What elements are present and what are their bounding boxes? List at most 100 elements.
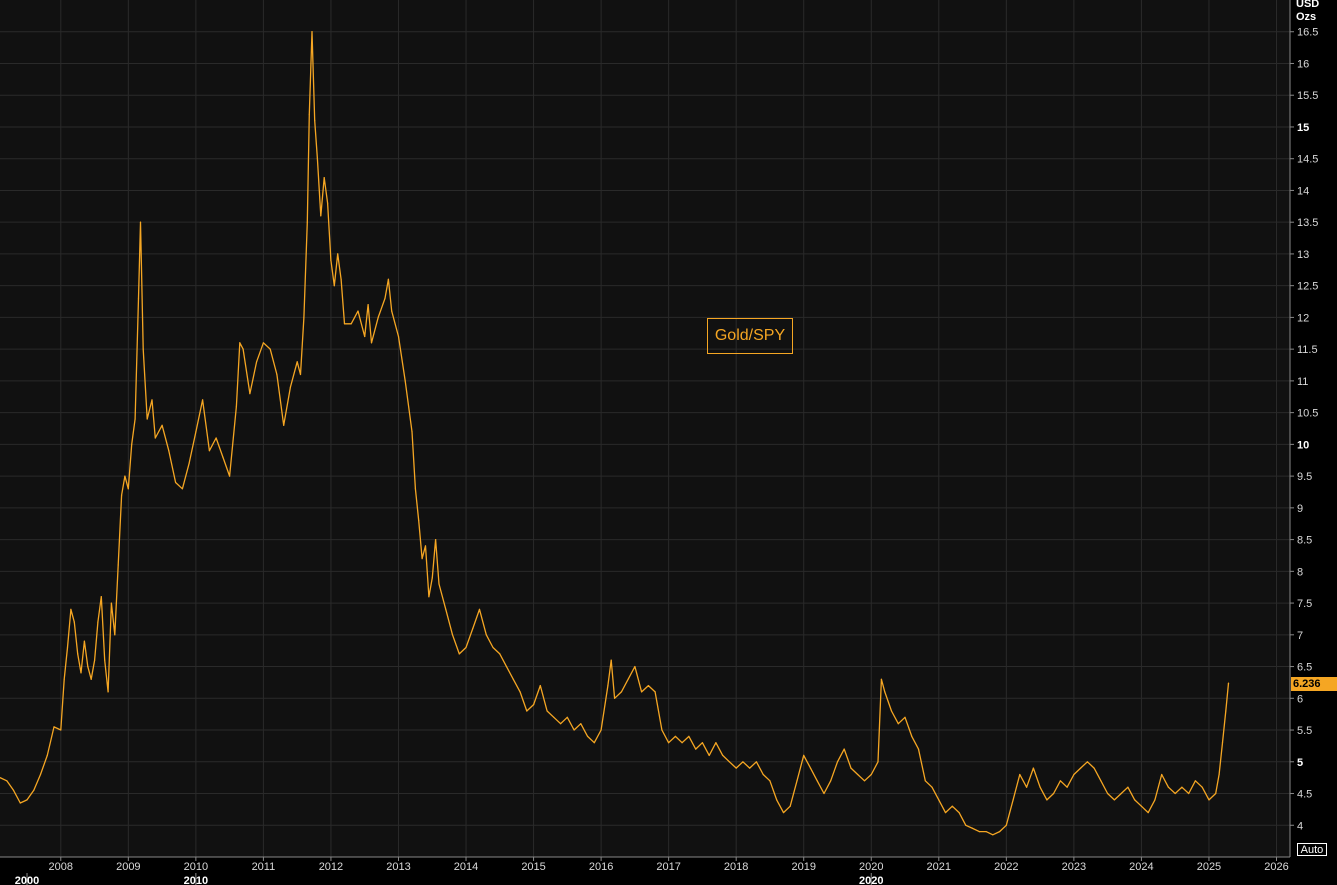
data-point bbox=[911, 735, 913, 738]
data-point bbox=[168, 450, 170, 452]
y-tick-label: 9.5 bbox=[1297, 471, 1312, 483]
last-value-badge: 6.236 bbox=[1291, 677, 1337, 691]
data-point bbox=[904, 716, 906, 718]
data-point bbox=[137, 297, 140, 299]
data-point bbox=[127, 488, 129, 490]
unit-label-currency: USD bbox=[1296, 0, 1319, 10]
data-point bbox=[796, 780, 798, 782]
grid-lines bbox=[0, 0, 1290, 857]
data-point bbox=[63, 678, 65, 680]
y-tick-label: 4.5 bbox=[1297, 789, 1312, 801]
x-tick-label: 2023 bbox=[1062, 861, 1086, 873]
data-point bbox=[202, 399, 204, 401]
data-point bbox=[418, 519, 420, 522]
data-point bbox=[573, 729, 575, 731]
data-point bbox=[830, 780, 832, 782]
data-point bbox=[428, 596, 430, 598]
data-point bbox=[370, 342, 373, 344]
data-point bbox=[249, 393, 251, 395]
data-point bbox=[485, 634, 487, 636]
data-point bbox=[1227, 682, 1230, 684]
x-major-label: 2000 bbox=[15, 875, 39, 885]
data-point bbox=[634, 666, 636, 668]
data-point bbox=[715, 742, 717, 744]
x-tick-label: 2024 bbox=[1129, 861, 1153, 873]
data-point bbox=[114, 634, 116, 636]
x-tick-label: 2015 bbox=[521, 861, 545, 873]
data-point bbox=[492, 646, 494, 649]
data-point bbox=[681, 742, 683, 744]
data-point bbox=[546, 710, 548, 712]
data-point bbox=[424, 545, 427, 547]
data-point bbox=[593, 742, 595, 744]
data-point bbox=[39, 773, 42, 776]
x-axis: 2008 2009 2010 2011 2012 2013 2014 2015 2016 2017… bbox=[0, 856, 1290, 885]
data-point bbox=[364, 335, 366, 338]
data-point bbox=[742, 761, 744, 763]
y-tick-label: 5.5 bbox=[1297, 725, 1312, 737]
data-point bbox=[1086, 761, 1088, 763]
data-point bbox=[391, 310, 393, 312]
data-point bbox=[1154, 799, 1156, 801]
data-point bbox=[387, 278, 389, 280]
data-point bbox=[884, 691, 886, 693]
data-point bbox=[610, 659, 612, 661]
data-point bbox=[33, 789, 35, 791]
data-point bbox=[276, 373, 278, 376]
y-axis-panel bbox=[1290, 0, 1337, 885]
data-point bbox=[343, 323, 346, 325]
data-point bbox=[320, 215, 322, 217]
data-point bbox=[654, 691, 656, 693]
data-point bbox=[134, 418, 136, 420]
data-point bbox=[404, 380, 406, 382]
data-point bbox=[1005, 824, 1007, 826]
data-point bbox=[337, 253, 339, 255]
y-tick-label: 7 bbox=[1297, 630, 1303, 642]
data-point bbox=[533, 704, 535, 706]
data-point bbox=[110, 602, 112, 604]
data-point bbox=[1093, 767, 1095, 769]
data-point bbox=[311, 31, 313, 33]
data-point bbox=[414, 488, 416, 490]
data-point bbox=[53, 726, 55, 728]
data-point bbox=[580, 723, 582, 725]
data-point bbox=[803, 754, 805, 757]
x-tick-label: 2010 bbox=[184, 861, 208, 873]
data-point bbox=[992, 834, 994, 836]
data-point bbox=[1147, 812, 1149, 814]
series-legend[interactable]: Gold/SPY bbox=[707, 318, 793, 354]
data-point bbox=[688, 735, 690, 738]
data-point bbox=[965, 824, 967, 826]
data-point bbox=[299, 373, 302, 376]
y-tick-label: 11 bbox=[1297, 376, 1308, 388]
data-point bbox=[77, 653, 79, 655]
data-point bbox=[1066, 786, 1068, 788]
y-tick-label: 10.5 bbox=[1297, 408, 1318, 420]
data-point bbox=[90, 678, 92, 680]
data-point bbox=[735, 767, 737, 769]
x-major-label: 2020 bbox=[859, 875, 883, 885]
data-point bbox=[1218, 773, 1220, 776]
auto-scale-button[interactable]: Auto bbox=[1297, 843, 1327, 856]
data-point bbox=[340, 278, 342, 280]
data-point bbox=[560, 723, 562, 725]
data-point bbox=[931, 786, 933, 788]
data-point bbox=[6, 780, 8, 782]
y-axis: 4 4.5 5 5.5 6 6.5 7 7.5 8 8.5 9 9.5 10 10.5 11 11.5 12 12… bbox=[1289, 0, 1318, 857]
data-point bbox=[1225, 710, 1227, 712]
data-point bbox=[195, 431, 197, 433]
data-point bbox=[587, 735, 589, 738]
data-point bbox=[782, 812, 785, 814]
data-point bbox=[978, 831, 980, 833]
data-point bbox=[1059, 780, 1061, 782]
y-tick-label: 9 bbox=[1297, 503, 1303, 515]
data-point bbox=[880, 678, 883, 680]
data-point bbox=[1039, 786, 1041, 788]
y-tick-label: 6.5 bbox=[1297, 662, 1312, 674]
data-point bbox=[283, 424, 285, 426]
data-point bbox=[262, 342, 264, 344]
data-point bbox=[641, 691, 643, 693]
data-point bbox=[323, 177, 325, 179]
data-point bbox=[553, 716, 555, 718]
